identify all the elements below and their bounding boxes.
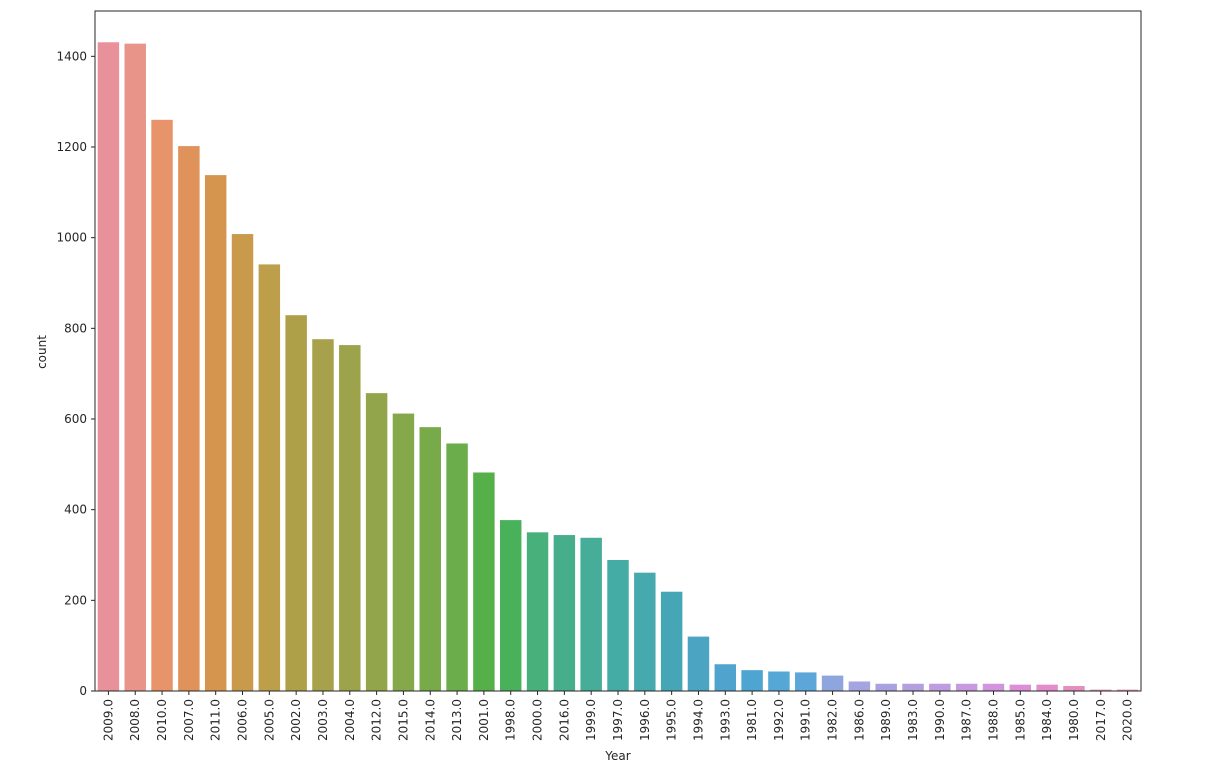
x-tick-label: 1998.0	[504, 699, 518, 741]
bar-1986.0	[848, 681, 871, 691]
x-tick-label: 1982.0	[826, 699, 840, 741]
bar-1990.0	[929, 683, 951, 691]
x-tick-label: 1987.0	[960, 699, 974, 741]
x-tick-label: 2002.0	[289, 699, 303, 741]
bar-1993.0	[714, 664, 737, 691]
bar-1983.0	[902, 683, 924, 691]
x-tick-label: 2009.0	[101, 699, 115, 741]
bar-2013.0	[446, 443, 468, 691]
bar-2001.0	[473, 472, 495, 691]
x-tick-label: 1999.0	[584, 699, 598, 741]
x-tick-label: 1993.0	[718, 699, 732, 741]
x-tick-label: 1990.0	[933, 699, 947, 741]
y-tick-label: 1400	[56, 49, 87, 63]
plot-frame	[94, 10, 1142, 692]
bar-1984.0	[1036, 684, 1058, 691]
x-tick-label: 2020.0	[1121, 699, 1135, 741]
bar-1995.0	[660, 591, 683, 691]
bar-1981.0	[741, 670, 763, 691]
bar-1985.0	[1009, 684, 1032, 691]
x-tick-label: 2006.0	[236, 699, 250, 741]
x-tick-label: 1983.0	[906, 699, 920, 741]
y-tick-label: 1000	[56, 231, 87, 245]
x-tick-label: 1984.0	[1040, 699, 1054, 741]
bar-2011.0	[204, 175, 227, 692]
bar-1992.0	[768, 671, 790, 691]
bar-1987.0	[955, 683, 978, 691]
y-tick-label: 600	[64, 412, 87, 426]
bar-2020.0	[1116, 689, 1139, 691]
bar-1997.0	[607, 559, 629, 691]
x-tick-label: 1980.0	[1067, 699, 1081, 741]
bar-1994.0	[687, 636, 710, 691]
x-tick-label: 1991.0	[799, 699, 813, 741]
bar-2014.0	[419, 427, 441, 691]
bar-1991.0	[795, 672, 817, 691]
x-tick-label: 1997.0	[611, 699, 625, 741]
bar-2002.0	[285, 315, 307, 691]
bar-2006.0	[231, 234, 254, 692]
bar-2017.0	[1090, 689, 1112, 691]
x-tick-label: 2012.0	[370, 699, 384, 741]
bar-1980.0	[1063, 686, 1085, 691]
bar-2004.0	[339, 345, 361, 691]
bar-1988.0	[982, 683, 1005, 691]
y-tick-label: 0	[79, 684, 87, 698]
y-tick-label: 800	[64, 321, 87, 335]
x-tick-label: 2016.0	[557, 699, 571, 741]
x-tick-label: 2011.0	[209, 699, 223, 741]
x-tick-label: 2005.0	[262, 699, 276, 741]
x-tick-label: 1996.0	[638, 699, 652, 741]
bar-1998.0	[499, 520, 522, 691]
x-tick-label: 2014.0	[423, 699, 437, 741]
x-tick-label: 1981.0	[745, 699, 759, 741]
x-tick-label: 2017.0	[1094, 699, 1108, 741]
bar-2005.0	[258, 264, 281, 691]
x-tick-label: 2010.0	[155, 699, 169, 741]
bar-2000.0	[526, 532, 549, 691]
bar-1999.0	[580, 537, 602, 691]
bar-2003.0	[312, 339, 334, 691]
x-tick-label: 1995.0	[665, 699, 679, 741]
bar-1989.0	[875, 683, 897, 691]
bar-2016.0	[553, 535, 576, 691]
x-tick-label: 1994.0	[691, 699, 705, 741]
bar-2009.0	[97, 42, 120, 691]
x-tick-label: 2000.0	[531, 699, 545, 741]
bar-2012.0	[365, 393, 388, 691]
bar-1982.0	[821, 675, 844, 691]
y-tick-label: 200	[64, 593, 87, 607]
x-tick-label: 1989.0	[879, 699, 893, 741]
y-tick-label: 1200	[56, 140, 87, 154]
x-axis-label: Year	[604, 749, 630, 763]
x-tick-label: 2001.0	[477, 699, 491, 741]
bar-2008.0	[124, 43, 146, 691]
bar-2015.0	[392, 413, 415, 691]
x-tick-label: 1992.0	[772, 699, 786, 741]
x-tick-label: 2015.0	[396, 699, 410, 741]
x-tick-label: 1988.0	[986, 699, 1000, 741]
x-tick-label: 2007.0	[182, 699, 196, 741]
x-tick-label: 2013.0	[450, 699, 464, 741]
x-tick-label: 1986.0	[852, 699, 866, 741]
y-axis: 0 200 400 600 800 1000 1200 1400	[56, 49, 95, 698]
bar-2010.0	[151, 119, 173, 692]
x-tick-label: 2008.0	[128, 699, 142, 741]
x-tick-label: 1985.0	[1013, 699, 1027, 741]
y-axis-label: count	[35, 335, 49, 369]
y-tick-label: 400	[64, 503, 87, 517]
bar-1996.0	[634, 572, 656, 691]
x-tick-label: 2003.0	[316, 699, 330, 741]
x-axis: 2009.0 2008.0 2010.0 2007.0 2011.0 2006.0 2005…	[101, 691, 1135, 741]
x-tick-label: 2004.0	[343, 699, 357, 741]
bars-group	[97, 42, 1139, 692]
bar-2007.0	[178, 146, 200, 692]
